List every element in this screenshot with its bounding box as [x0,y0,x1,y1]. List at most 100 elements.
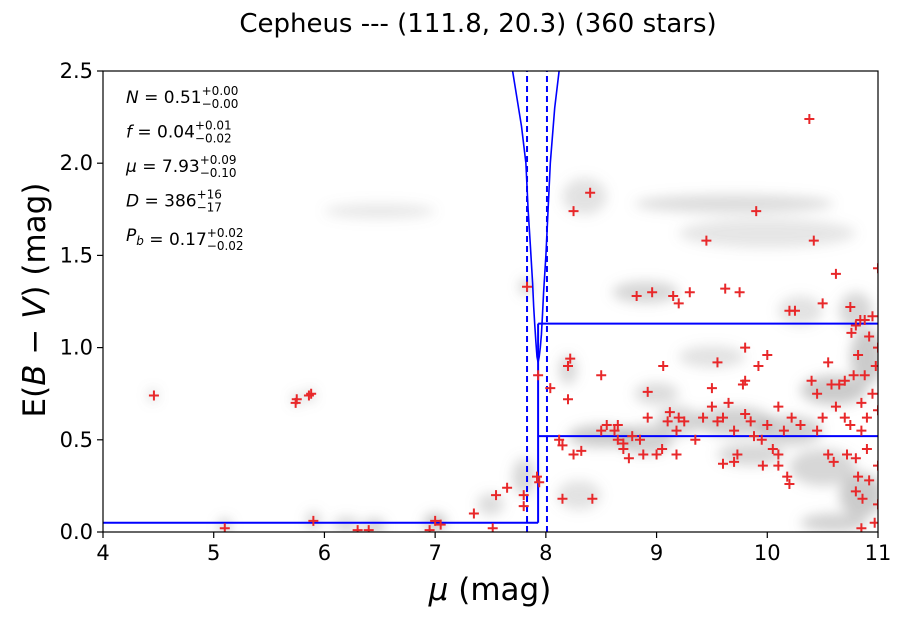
star-marker [846,327,857,338]
star-marker [873,263,878,274]
star-marker [306,388,317,399]
star-marker [751,206,762,217]
star-marker [745,416,756,427]
fit-parameter: Pb = 0.17+0.02 −0.02 [126,226,244,253]
star-marker [740,408,751,419]
star-marker [873,342,878,353]
star-marker [784,479,795,490]
density-blob [678,345,746,368]
star-marker [554,434,565,445]
star-marker [596,370,607,381]
star-marker [596,425,607,436]
star-marker [671,449,682,460]
star-marker [762,420,773,431]
star-marker [673,412,684,423]
fit-parameter: μ = 7.93+0.09 −0.10 [125,153,237,180]
density-blob [556,480,602,510]
star-marker [587,493,598,504]
density-blob [800,375,867,405]
star-marker [853,471,864,482]
density-blob [850,329,878,385]
star-marker [673,298,684,309]
y-tick-label: 1.0 [60,336,93,360]
density-blob [562,177,607,215]
star-marker [642,386,653,397]
star-marker [706,383,717,394]
star-marker [856,425,867,436]
y-tick-label: 2.0 [60,151,93,175]
star-marker [845,302,856,313]
star-marker [352,525,363,532]
star-marker [701,235,712,246]
star-marker [762,349,773,360]
star-marker [864,331,875,342]
star-marker [867,311,878,322]
star-marker [870,361,878,372]
star-marker [565,353,576,364]
star-marker [518,501,529,512]
density-blob [634,194,834,213]
star-marker [789,305,800,316]
star-marker [576,445,587,456]
y-tick-label: 1.5 [60,243,93,267]
star-marker [817,412,828,423]
density-blob [678,218,856,249]
star-marker [729,425,740,436]
star-marker [534,477,545,488]
x-tick-label: 6 [318,541,331,565]
star-marker [568,206,579,217]
y-axis-label-prefix: E( [17,386,53,418]
star-marker [668,290,679,301]
star-marker [557,440,568,451]
x-tick-label: 8 [539,541,552,565]
x-tick-label: 7 [428,541,441,565]
plot-area [102,70,879,533]
star-marker [557,493,568,504]
star-marker [491,490,502,501]
star-marker [638,449,649,460]
star-marker [706,401,717,412]
star-marker [753,361,764,372]
y-axis-label-minus: − [17,319,53,365]
star-marker [817,298,828,309]
star-marker [767,444,778,455]
star-marker [740,342,751,353]
star-marker [612,434,623,445]
star-marker [782,471,793,482]
star-marker [856,397,867,408]
star-marker [839,412,850,423]
star-marker [806,375,817,386]
star-marker [502,482,513,493]
star-marker [729,456,740,467]
star-marker [723,397,734,408]
star-marker [623,453,634,464]
star-marker [291,394,302,405]
fit-parameter: N = 0.51+0.00 −0.00 [126,84,238,111]
density-blob [695,406,773,437]
star-marker [857,493,868,504]
star-marker [732,449,743,460]
star-marker [773,460,784,471]
star-marker [601,420,612,431]
star-marker [859,314,870,325]
x-tick-label: 11 [865,541,892,565]
star-marker [773,401,784,412]
star-marker [518,490,529,501]
x-axis-label: μ (mag) [428,572,552,608]
star-marker [435,519,446,530]
probability-curve [511,71,560,363]
star-marker [658,361,669,372]
density-blob [333,517,360,532]
star-marker [740,375,751,386]
star-marker [612,420,623,431]
density-blob [778,295,823,326]
star-marker [308,515,319,526]
star-marker [853,349,864,360]
star-marker [430,515,441,526]
star-marker [718,412,728,423]
star-marker [532,471,542,482]
x-tick-label: 5 [207,541,220,565]
star-marker [563,361,573,372]
star-marker [568,449,579,460]
star-marker [642,412,653,423]
